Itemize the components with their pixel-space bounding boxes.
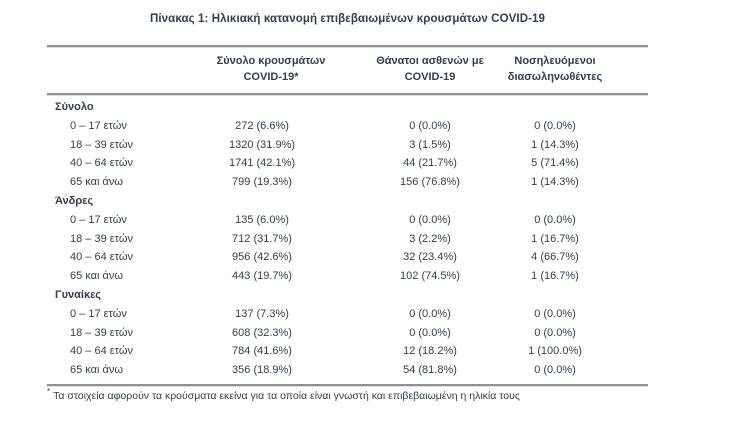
table-title: Πίνακας 1: Ηλικιακή κατανομή επιβεβαιωμέ… [149,13,546,25]
table-row-total-65-plus: 65 και άνω 799 (19.3%) 156 (76.8%) 1 (14… [47,173,648,192]
cases-value: 443 (19.7%) [232,270,292,283]
table-bottom-rule [47,383,648,386]
footnote-asterisk: * [47,387,51,397]
header-bottom-rule [47,93,648,95]
header-spacer-cell [605,54,648,85]
deaths-value: 0 (0.0%) [409,213,451,226]
header-empty-cell [47,54,187,85]
intubated-value: 4 (66.7%) [531,251,579,264]
age-label: 65 και άνω [70,176,123,189]
table-row-total-40-64: 40 – 64 ετών 1741 (42.1%) 44 (21.7%) 5 (… [47,154,648,173]
cases-value: 137 (7.3%) [235,307,289,320]
deaths-value: 0 (0.0%) [409,119,451,132]
age-label: 18 – 39 ετών [70,326,133,339]
covid-age-distribution-table: Σύνολο κρουσμάτων COVID-19* Θάνατοι ασθε… [47,45,648,402]
intubated-value: 0 (0.0%) [534,326,576,339]
cases-value: 272 (6.6%) [235,119,289,132]
header-total-cases: Σύνολο κρουσμάτων COVID-19* [187,54,355,85]
header-deaths: Θάνατοι ασθενών με COVID-19 [355,54,505,85]
header-intubated: Νοσηλευόμενοι διασωληνωθέντες [505,54,605,85]
header-intubated-line1: Νοσηλευόμενοι [514,55,596,67]
table-row-men-0-17: 0 – 17 ετών 135 (6.0%) 0 (0.0%) 0 (0.0%) [47,211,648,230]
deaths-value: 156 (76.8%) [400,176,460,189]
deaths-value: 0 (0.0%) [409,307,451,320]
table-row-men-40-64: 40 – 64 ετών 956 (42.6%) 32 (23.4%) 4 (6… [47,248,648,267]
header-total-cases-line1: Σύνολο κρουσμάτων [216,55,326,67]
header-total-cases-line2: COVID-19* [243,70,299,83]
table-row-women-0-17: 0 – 17 ετών 137 (7.3%) 0 (0.0%) 0 (0.0%) [47,305,648,324]
intubated-value: 0 (0.0%) [534,364,576,377]
cases-value: 356 (18.9%) [232,364,292,377]
cases-value: 1320 (31.9%) [228,138,296,151]
age-label: 40 – 64 ετών [70,157,133,170]
intubated-value: 1 (16.7%) [531,232,579,245]
age-label: 65 και άνω [70,364,123,377]
cases-value: 956 (42.6%) [232,251,292,264]
header-deaths-line2: COVID-19 [404,70,456,83]
age-label: 18 – 39 ετών [70,232,133,245]
cases-value: 784 (41.6%) [232,345,292,358]
table-row-total-18-39: 18 – 39 ετών 1320 (31.9%) 3 (1.5%) 1 (14… [47,136,648,155]
intubated-value: 5 (71.4%) [531,157,579,170]
table-top-rule [47,45,648,47]
cases-value: 608 (32.3%) [232,326,292,339]
table-row-men-18-39: 18 – 39 ετών 712 (31.7%) 3 (2.2%) 1 (16.… [47,230,648,249]
deaths-value: 12 (18.2%) [403,345,457,358]
table-row-total-0-17: 0 – 17 ετών 272 (6.6%) 0 (0.0%) 0 (0.0%) [47,117,648,136]
age-label: 40 – 64 ετών [70,345,133,358]
intubated-value: 1 (100.0%) [528,345,582,358]
age-label: 0 – 17 ετών [70,119,127,132]
table-row-men-65-plus: 65 και άνω 443 (19.7%) 102 (74.5%) 1 (16… [47,267,648,286]
intubated-value: 0 (0.0%) [534,119,576,132]
deaths-value: 54 (81.8%) [403,364,457,377]
cases-value: 135 (6.0%) [235,213,289,226]
deaths-value: 3 (1.5%) [409,138,451,151]
section-header-total: Σύνολο [55,101,94,113]
intubated-value: 1 (14.3%) [531,176,579,189]
deaths-value: 32 (23.4%) [403,251,457,264]
cases-value: 799 (19.3%) [232,176,292,189]
table-row-women-65-plus: 65 και άνω 356 (18.9%) 54 (81.8%) 0 (0.0… [47,361,648,380]
cases-value: 1741 (42.1%) [228,157,296,170]
header-deaths-line1: Θάνατοι ασθενών με [376,55,484,67]
age-label: 0 – 17 ετών [70,307,127,320]
table-row-women-18-39: 18 – 39 ετών 608 (32.3%) 0 (0.0%) 0 (0.0… [47,324,648,343]
cases-value: 712 (31.7%) [232,232,292,245]
age-label: 18 – 39 ετών [70,138,133,151]
header-intubated-line2: διασωληνωθέντες [507,70,603,83]
table-footnote: * Τα στοιχεία αφορούν τα κρούσματα εκείνα… [47,386,648,402]
footnote-text: Τα στοιχεία αφορούν τα κρούσματα εκείνα … [53,389,520,402]
age-label: 40 – 64 ετών [70,251,133,264]
section-header-women: Γυναίκες [55,288,102,301]
intubated-value: 0 (0.0%) [534,307,576,320]
table-header-row: Σύνολο κρουσμάτων COVID-19* Θάνατοι ασθε… [47,47,648,93]
deaths-value: 44 (21.7%) [403,157,457,170]
age-label: 0 – 17 ετών [70,213,127,226]
age-label: 65 και άνω [70,270,123,283]
deaths-value: 0 (0.0%) [409,326,451,339]
intubated-value: 1 (16.7%) [531,270,579,283]
deaths-value: 102 (74.5%) [400,270,460,283]
intubated-value: 0 (0.0%) [534,213,576,226]
table-body: Σύνολο 0 – 17 ετών 272 (6.6%) 0 (0.0%) 0… [47,95,648,384]
section-header-men: Άνδρες [55,194,94,207]
table-row-women-40-64: 40 – 64 ετών 784 (41.6%) 12 (18.2%) 1 (1… [47,342,648,361]
intubated-value: 1 (14.3%) [531,138,579,151]
deaths-value: 3 (2.2%) [409,232,451,245]
